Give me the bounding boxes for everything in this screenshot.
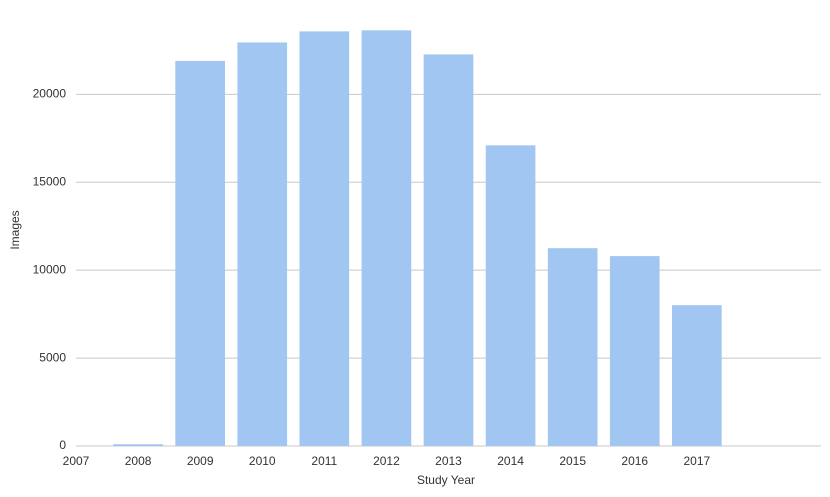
bar bbox=[361, 30, 412, 447]
bar bbox=[547, 248, 598, 446]
x-axis-title: Study Year bbox=[417, 473, 475, 487]
x-tick-label: 2016 bbox=[621, 454, 648, 468]
x-tick-label: 2010 bbox=[249, 454, 276, 468]
bar bbox=[423, 54, 474, 447]
y-tick-label: 10000 bbox=[33, 262, 67, 276]
bar bbox=[485, 145, 536, 446]
bar bbox=[175, 60, 225, 447]
y-tick-label: 20000 bbox=[33, 87, 67, 101]
y-tick-label: 0 bbox=[59, 438, 66, 452]
x-tick-label: 2012 bbox=[373, 454, 400, 468]
x-tick-label: 2009 bbox=[187, 454, 214, 468]
bar bbox=[609, 256, 660, 446]
x-tick-label: 2008 bbox=[125, 454, 152, 468]
bar bbox=[237, 42, 288, 447]
y-tick-label: 15000 bbox=[33, 174, 67, 188]
bar bbox=[299, 31, 350, 446]
x-tick-label: 2014 bbox=[497, 454, 524, 468]
x-tick-label: 2013 bbox=[435, 454, 462, 468]
bar bbox=[113, 444, 163, 446]
x-tick-label: 2007 bbox=[63, 454, 90, 468]
x-tick-label: 2017 bbox=[683, 454, 710, 468]
x-tick-label: 2011 bbox=[311, 454, 337, 468]
bar bbox=[672, 305, 722, 446]
y-tick-label: 5000 bbox=[39, 350, 66, 364]
x-tick-label: 2015 bbox=[559, 454, 586, 468]
y-axis-title: Images bbox=[8, 210, 22, 249]
